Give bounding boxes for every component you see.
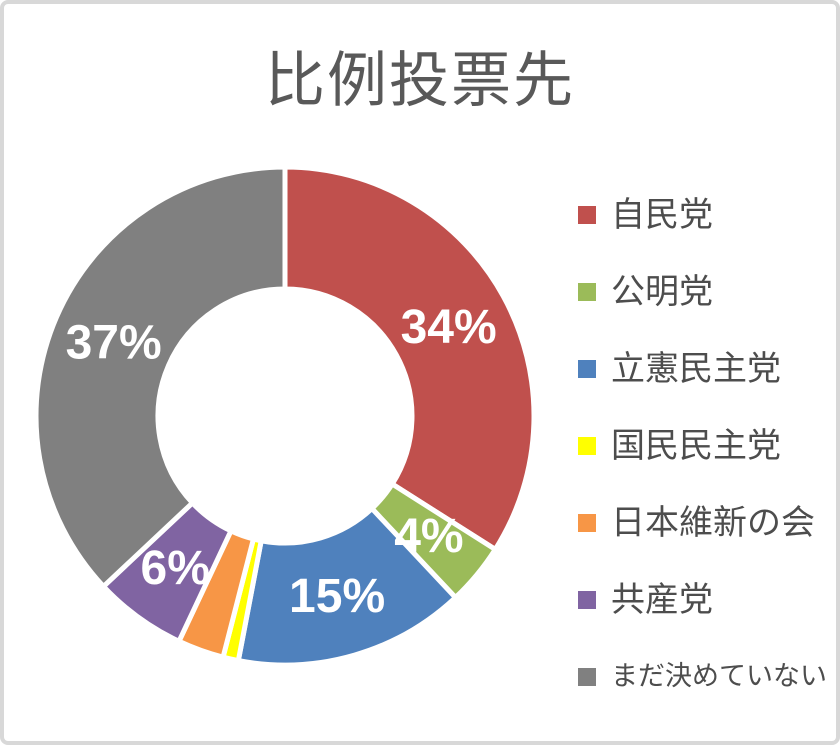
data-label-7: 37% — [66, 317, 162, 370]
data-label-3: 15% — [289, 570, 385, 623]
legend-swatch-icon — [578, 513, 596, 532]
legend-item-label: 自民党 — [611, 195, 713, 234]
legend-item-5: 日本維新の会 — [578, 484, 827, 561]
legend-item-label: 国民民主党 — [611, 426, 781, 465]
legend-item-label: 日本維新の会 — [611, 503, 815, 542]
legend-item-6: 共産党 — [578, 561, 827, 638]
data-label-2: 4% — [394, 510, 463, 563]
legend-swatch-icon — [578, 590, 596, 609]
data-label-1: 34% — [401, 301, 497, 354]
pie-slice-3 — [235, 505, 459, 668]
legend-item-3: 立憲民主党 — [578, 330, 827, 407]
legend-item-2: 公明党 — [578, 253, 827, 330]
chart-title: 比例投票先 — [265, 47, 575, 114]
data-label-6: 6% — [141, 542, 210, 595]
legend-item-label: 公明党 — [611, 272, 713, 311]
legend-swatch-icon — [578, 282, 596, 301]
legend-item-label: 共産党 — [611, 580, 713, 619]
legend-item-7: まだ決めていない — [578, 638, 827, 715]
legend-swatch-icon — [578, 205, 596, 224]
legend-item-4: 国民民主党 — [578, 407, 827, 484]
legend-item-label: 立憲民主党 — [611, 349, 781, 388]
legend: 自民党公明党立憲民主党国民民主党日本維新の会 共産党まだ決めていない — [578, 176, 827, 715]
pie-slice-7 — [33, 164, 288, 590]
legend-swatch-icon — [578, 436, 596, 455]
legend-item-1: 自民党 — [578, 176, 827, 253]
pie-slice-1 — [282, 164, 537, 553]
legend-swatch-icon — [578, 359, 596, 378]
donut-chart: 34% 4%15% 6% 37% — [33, 164, 537, 668]
legend-item-label: まだ決めていない — [611, 661, 827, 691]
legend-swatch-icon — [578, 667, 596, 686]
